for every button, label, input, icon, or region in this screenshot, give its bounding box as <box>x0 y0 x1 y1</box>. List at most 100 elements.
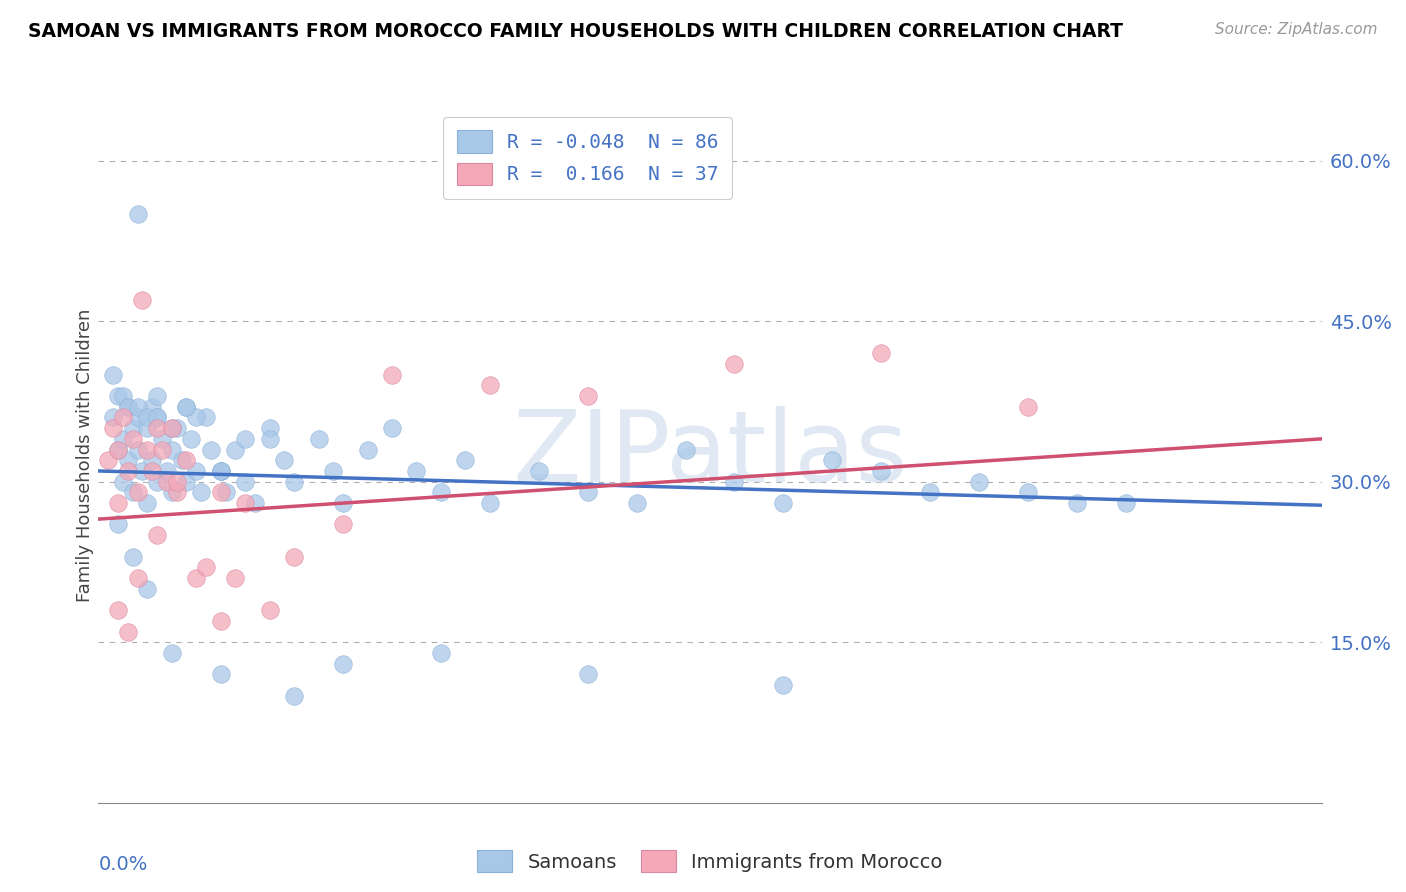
Point <box>224 442 246 457</box>
Point <box>136 421 159 435</box>
Point <box>209 485 232 500</box>
Point <box>195 410 218 425</box>
Point <box>224 571 246 585</box>
Point <box>121 549 143 564</box>
Point <box>156 475 179 489</box>
Point <box>283 689 305 703</box>
Point <box>107 442 129 457</box>
Point <box>430 485 453 500</box>
Point <box>107 603 129 617</box>
Y-axis label: Family Households with Children: Family Households with Children <box>76 309 94 601</box>
Point <box>200 442 222 457</box>
Point <box>209 464 232 478</box>
Point <box>166 421 188 435</box>
Point <box>920 485 942 500</box>
Point <box>117 400 139 414</box>
Point <box>107 389 129 403</box>
Point <box>626 496 648 510</box>
Point <box>1066 496 1088 510</box>
Point <box>121 421 143 435</box>
Point <box>308 432 330 446</box>
Point <box>146 410 169 425</box>
Point <box>176 453 198 467</box>
Point <box>166 485 188 500</box>
Point <box>723 357 745 371</box>
Point <box>190 485 212 500</box>
Point <box>146 410 169 425</box>
Point <box>160 485 183 500</box>
Point <box>332 496 354 510</box>
Point <box>478 378 501 392</box>
Point <box>772 496 794 510</box>
Point <box>117 464 139 478</box>
Point <box>166 475 188 489</box>
Point <box>101 368 124 382</box>
Point <box>127 207 149 221</box>
Point <box>111 432 134 446</box>
Point <box>576 667 599 681</box>
Point <box>101 410 124 425</box>
Point <box>176 400 198 414</box>
Point <box>111 475 134 489</box>
Text: 0.0%: 0.0% <box>98 855 148 874</box>
Point <box>127 410 149 425</box>
Point <box>186 464 208 478</box>
Point <box>772 678 794 692</box>
Point <box>454 453 477 467</box>
Point <box>356 442 378 457</box>
Point <box>121 432 143 446</box>
Point <box>156 464 179 478</box>
Point <box>209 464 232 478</box>
Point <box>209 614 232 628</box>
Text: Source: ZipAtlas.com: Source: ZipAtlas.com <box>1215 22 1378 37</box>
Point <box>170 453 193 467</box>
Point <box>136 496 159 510</box>
Point <box>176 475 198 489</box>
Point <box>186 410 208 425</box>
Point <box>136 410 159 425</box>
Point <box>136 582 159 596</box>
Point <box>322 464 344 478</box>
Point <box>131 293 153 307</box>
Point <box>186 571 208 585</box>
Point <box>121 485 143 500</box>
Point <box>332 657 354 671</box>
Point <box>233 432 256 446</box>
Point <box>259 432 281 446</box>
Point <box>283 549 305 564</box>
Point <box>180 432 202 446</box>
Point <box>870 346 893 360</box>
Point <box>176 400 198 414</box>
Point <box>233 475 256 489</box>
Text: SAMOAN VS IMMIGRANTS FROM MOROCCO FAMILY HOUSEHOLDS WITH CHILDREN CORRELATION CH: SAMOAN VS IMMIGRANTS FROM MOROCCO FAMILY… <box>28 22 1123 41</box>
Point <box>127 571 149 585</box>
Point <box>117 453 139 467</box>
Point <box>478 496 501 510</box>
Point <box>675 442 697 457</box>
Point <box>967 475 990 489</box>
Point <box>1017 485 1039 500</box>
Point <box>107 517 129 532</box>
Point <box>150 442 173 457</box>
Point <box>195 560 218 574</box>
Point <box>259 421 281 435</box>
Point <box>141 464 163 478</box>
Point <box>107 442 129 457</box>
Point <box>127 485 149 500</box>
Point <box>821 453 844 467</box>
Point <box>141 453 163 467</box>
Point <box>381 421 404 435</box>
Point <box>214 485 236 500</box>
Point <box>160 442 183 457</box>
Point <box>209 667 232 681</box>
Point <box>160 421 183 435</box>
Point <box>150 432 173 446</box>
Point <box>146 421 169 435</box>
Point <box>381 368 404 382</box>
Point <box>209 464 232 478</box>
Point <box>117 624 139 639</box>
Point <box>146 389 169 403</box>
Point <box>1115 496 1137 510</box>
Point <box>576 485 599 500</box>
Point <box>97 453 120 467</box>
